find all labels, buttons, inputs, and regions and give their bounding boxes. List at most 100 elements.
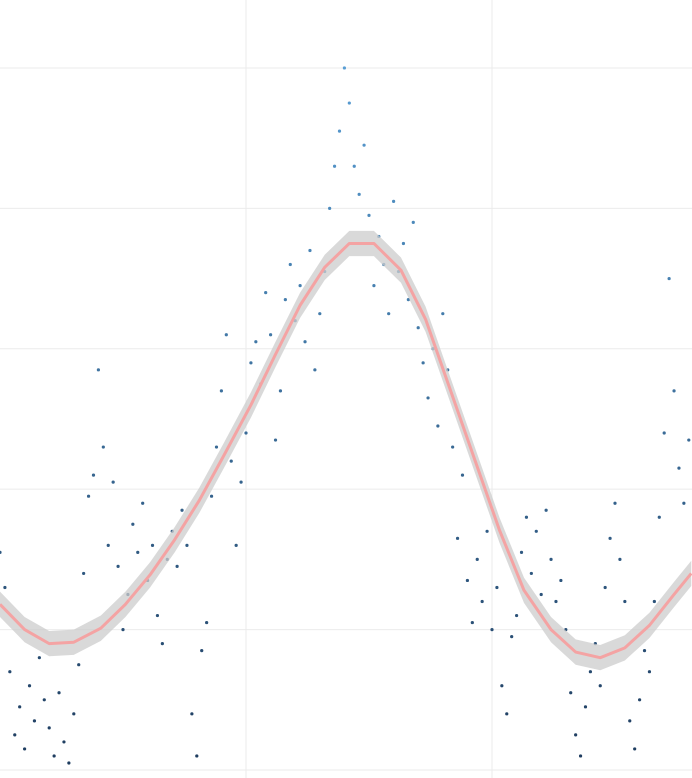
point: [357, 192, 361, 196]
point: [214, 445, 219, 449]
point: [288, 262, 292, 267]
point: [613, 501, 617, 505]
point: [27, 684, 32, 688]
point: [657, 515, 661, 519]
point: [0, 550, 2, 554]
point: [455, 536, 460, 540]
point: [224, 333, 228, 337]
point: [510, 635, 514, 639]
point: [569, 691, 573, 695]
point: [426, 396, 430, 400]
point: [160, 642, 164, 646]
point: [372, 283, 376, 288]
point: [57, 691, 61, 695]
point: [401, 241, 406, 246]
point: [495, 585, 499, 590]
point: [180, 508, 184, 512]
point: [608, 536, 612, 540]
point: [23, 747, 27, 751]
point: [490, 627, 494, 632]
point: [411, 220, 415, 225]
point: [3, 585, 7, 590]
point: [131, 522, 135, 526]
point: [667, 276, 671, 281]
point: [633, 747, 637, 751]
point: [367, 213, 371, 217]
point: [500, 684, 504, 688]
point: [254, 340, 258, 344]
point: [603, 585, 607, 590]
point: [175, 564, 179, 569]
point: [554, 599, 558, 604]
point: [264, 291, 268, 295]
point: [318, 312, 322, 316]
point: [485, 529, 489, 533]
point: [313, 368, 317, 372]
smooth-line: [0, 241, 692, 660]
point: [628, 719, 632, 723]
point: [18, 705, 22, 709]
point: [682, 501, 686, 505]
point: [441, 312, 445, 316]
point: [244, 431, 248, 435]
point: [598, 684, 602, 688]
point: [116, 564, 120, 569]
point: [652, 599, 656, 604]
point: [332, 164, 337, 168]
point: [623, 599, 627, 604]
point: [387, 312, 391, 316]
point: [239, 480, 243, 484]
point: [190, 712, 194, 716]
point: [362, 143, 366, 147]
point: [155, 613, 160, 618]
point: [86, 494, 91, 498]
point: [52, 754, 56, 758]
point: [480, 599, 484, 604]
point: [234, 543, 238, 547]
point: [47, 726, 51, 730]
point: [519, 550, 524, 554]
point: [106, 543, 110, 547]
point: [32, 719, 37, 723]
point: [549, 557, 553, 561]
point: [42, 698, 46, 702]
point: [465, 578, 470, 583]
point: [559, 578, 563, 583]
point: [37, 656, 41, 660]
point: [8, 670, 12, 674]
point: [150, 543, 155, 547]
point: [229, 459, 233, 463]
point: [195, 754, 199, 758]
point: [101, 445, 105, 449]
point: [672, 389, 676, 393]
point: [347, 101, 351, 105]
point: [219, 389, 224, 393]
point: [205, 620, 209, 625]
point: [337, 129, 342, 133]
point: [524, 515, 529, 519]
point: [13, 733, 17, 737]
point: [574, 733, 578, 737]
point: [62, 740, 66, 744]
point: [283, 298, 287, 302]
point: [392, 199, 396, 203]
confidence-band: [0, 230, 692, 671]
point: [269, 333, 273, 337]
point: [273, 438, 278, 442]
point: [677, 466, 681, 470]
point: [96, 368, 101, 372]
point: [303, 340, 307, 344]
point: [278, 389, 283, 393]
point: [91, 473, 96, 477]
point: [141, 501, 145, 505]
point: [209, 494, 214, 498]
point: [662, 431, 666, 435]
point: [436, 424, 440, 428]
point: [470, 620, 474, 625]
point: [328, 206, 332, 210]
point: [249, 361, 253, 365]
point: [588, 670, 593, 674]
point: [687, 438, 691, 442]
